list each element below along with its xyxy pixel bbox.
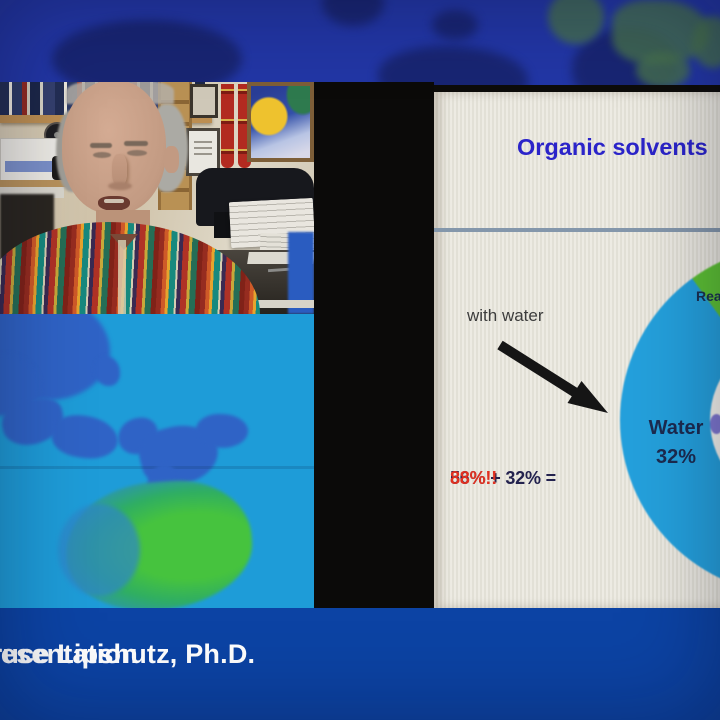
- shirt-placket: [118, 240, 126, 314]
- with-water-annotation: with water: [467, 306, 544, 325]
- slide-divider-line: [434, 228, 720, 232]
- speaker-teeth: [104, 199, 124, 203]
- backdrop-landmass-blob: [322, 0, 384, 26]
- water-label-value: 32%: [655, 446, 697, 468]
- backdrop-landmass-blob: [432, 10, 478, 40]
- speaker-nose-shadow: [108, 182, 132, 190]
- water-label-text: Water: [648, 417, 704, 439]
- landmass-blob: [94, 356, 120, 386]
- backdrop-landmass-blob: [636, 52, 690, 85]
- framed-certificate: [190, 84, 218, 118]
- red-wall-banner: [221, 84, 234, 168]
- backdrop-landmass-blob: [52, 20, 242, 85]
- speaker-nose: [112, 154, 127, 186]
- annotation-arrow-icon: [497, 340, 608, 413]
- map-backdrop-top: [0, 0, 720, 85]
- speaker-eye: [127, 150, 147, 156]
- speaker-eyebrow: [124, 141, 148, 146]
- letterbox-bar: [314, 82, 434, 608]
- landmass-blob: [58, 504, 140, 596]
- speaker-video-tile[interactable]: [0, 82, 314, 314]
- banner-subtitle: Presentation: [0, 639, 138, 669]
- speaker-name: Bruce Lipshutz, Ph.D.: [0, 639, 256, 669]
- box-label: [5, 161, 57, 172]
- landmass-blob: [49, 411, 121, 463]
- speaker-eye: [93, 152, 111, 158]
- donut-center-text-fragment: [710, 414, 720, 434]
- world-map-background: [0, 314, 314, 608]
- speaker-face: [62, 82, 166, 214]
- equation-prefix: 56% + 32% =: [450, 468, 556, 488]
- water-segment-label: Water 32%: [621, 414, 720, 472]
- slide-title: Organic solvents: [517, 134, 708, 160]
- speaker-ear: [164, 146, 179, 173]
- backdrop-landmass-blob: [548, 0, 604, 44]
- equation-highlight: 88%!!: [450, 468, 498, 488]
- presentation-slide[interactable]: Organic solvents with water 56% + 32% = …: [434, 85, 720, 608]
- bottom-banner: Bruce Lipshutz, Ph.D. Presentation: [0, 608, 720, 720]
- green-segment-label: Rea: [696, 288, 720, 304]
- desk-edge-highlight: [246, 300, 314, 308]
- speaker-eyebrow: [90, 143, 112, 148]
- backdrop-landmass-blob: [378, 46, 528, 85]
- pie-chart: [434, 92, 720, 608]
- wall-painting: [247, 82, 314, 162]
- certificate-text-lines: [194, 141, 212, 143]
- backdrop-landmass-blob: [692, 16, 720, 68]
